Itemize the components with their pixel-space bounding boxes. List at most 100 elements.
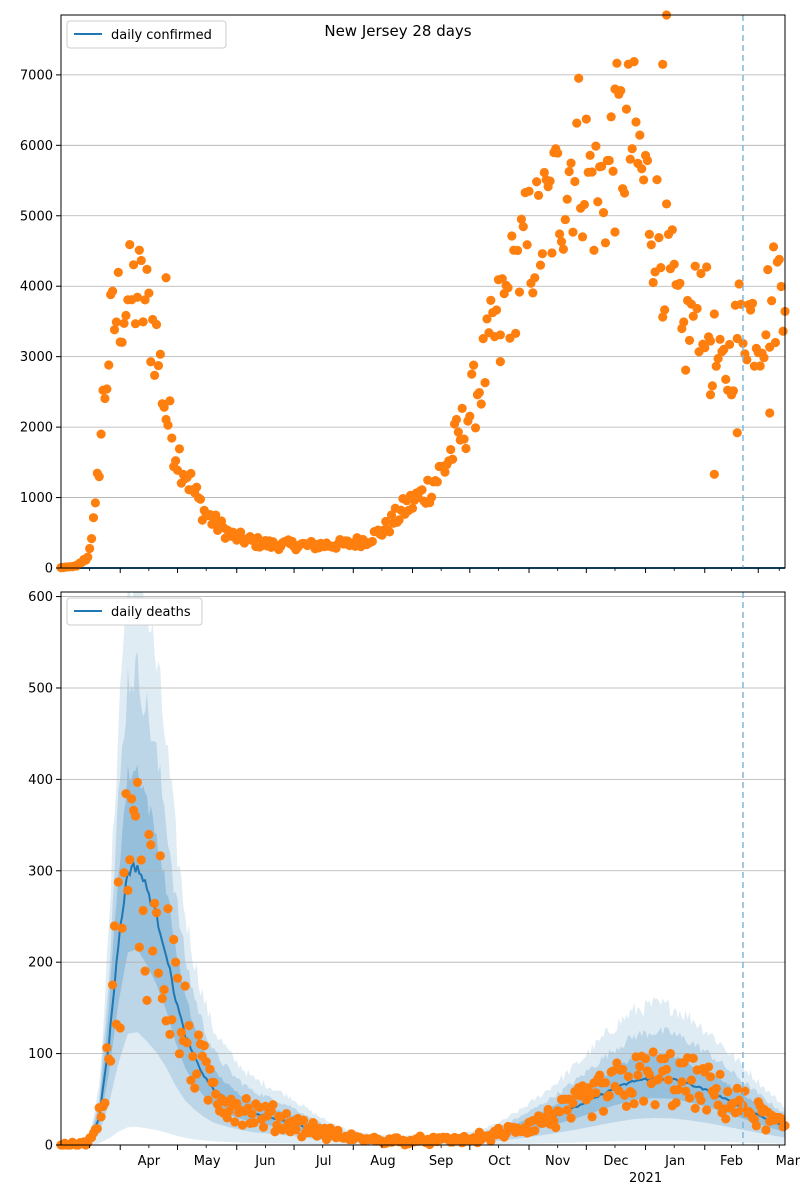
confirmed-point (417, 485, 427, 495)
year-label: 2021 (629, 1171, 662, 1186)
deaths-point (568, 1098, 578, 1108)
deaths-observed-points (56, 777, 790, 1150)
confirmed-x-axis (89, 568, 780, 573)
confirmed-y-tick-label: 2000 (20, 421, 53, 436)
confirmed-point (432, 477, 442, 487)
confirmed-point (554, 229, 565, 239)
confirmed-point (568, 227, 578, 237)
confirmed-point (453, 427, 463, 437)
deaths-point (661, 1064, 672, 1074)
confirmed-point (591, 141, 601, 151)
confirmed-point (440, 467, 450, 477)
confirmed-point (642, 155, 653, 166)
deaths-point (663, 1075, 674, 1085)
deaths-point (163, 904, 173, 914)
confirmed-point (759, 352, 769, 363)
confirmed-point (96, 429, 106, 439)
confirmed-point (768, 242, 779, 252)
deaths-point (125, 855, 135, 865)
confirmed-point (524, 186, 534, 196)
confirmed-point (593, 197, 603, 207)
confirmed-point (532, 177, 542, 187)
confirmed-point (85, 543, 95, 554)
confirmed-point (537, 249, 547, 259)
deaths-point (123, 885, 133, 895)
confirmed-point (652, 175, 662, 185)
confirmed-point (696, 268, 706, 279)
confirmed-point (600, 238, 611, 248)
deaths-point (566, 1113, 576, 1123)
confirmed-point (597, 161, 607, 171)
confirmed-point (681, 365, 691, 375)
confirmed-point (747, 298, 758, 308)
deaths-point (648, 1047, 658, 1057)
deaths-point (167, 1015, 177, 1025)
confirmed-point (88, 513, 99, 523)
deaths-point (144, 829, 154, 840)
deaths-point (721, 1114, 731, 1124)
confirmed-point (253, 532, 263, 543)
deaths-point (96, 1112, 106, 1122)
confirmed-point (140, 295, 150, 305)
confirmed-point (545, 176, 555, 186)
deaths-point (249, 1118, 259, 1128)
deaths-point (635, 1061, 645, 1072)
confirmed-point (579, 199, 590, 210)
confirmed-point (755, 361, 765, 371)
confirmed-point (446, 444, 456, 455)
confirmed-point (86, 534, 97, 544)
deaths-y-tick-label: 100 (28, 1047, 53, 1062)
confirmed-point (90, 498, 100, 508)
deaths-point (681, 1086, 691, 1096)
confirmed-gridlines (61, 74, 785, 569)
confirmed-point (581, 114, 591, 124)
deaths-point (199, 1041, 209, 1051)
deaths-point (640, 1054, 651, 1064)
deaths-point (109, 921, 120, 931)
deaths-y-tick-label: 600 (28, 590, 53, 605)
confirmed-point (104, 360, 114, 370)
confirmed-point (770, 337, 781, 348)
deaths-point (169, 934, 179, 945)
deaths-legend: daily deaths (66, 597, 203, 626)
deaths-y-tick-label: 0 (45, 1139, 53, 1154)
deaths-legend-box (66, 597, 203, 626)
confirmed-point (142, 264, 152, 275)
confirmed-point (461, 443, 471, 454)
deaths-point (696, 1095, 706, 1105)
confirmed-legend-box (66, 20, 227, 49)
deaths-point (92, 1124, 102, 1134)
deaths-x-tick-label: Nov (545, 1154, 571, 1169)
confirmed-point (732, 428, 742, 438)
deaths-point (751, 1121, 761, 1131)
confirmed-point (516, 214, 526, 224)
deaths-point (193, 1030, 204, 1040)
confirmed-point (507, 231, 517, 241)
confirmed-point (130, 319, 141, 329)
confirmed-point (604, 155, 614, 166)
deaths-point (690, 1103, 700, 1114)
deaths-point (650, 1100, 660, 1110)
confirmed-point (715, 334, 725, 344)
confirmed-y-tick-label: 7000 (20, 68, 53, 83)
confirmed-point (448, 454, 458, 464)
confirmed-point (512, 245, 523, 256)
deaths-chart-panel: 0 100 200 300 400 500 600 Apr May Jun Jul Aug Sep Oc… (28, 590, 800, 1186)
confirmed-legend: daily confirmed (66, 20, 227, 49)
confirmed-point (684, 335, 695, 345)
confirmed-point (451, 414, 462, 425)
deaths-point (130, 811, 141, 821)
deaths-point (157, 993, 167, 1004)
deaths-point (117, 923, 127, 933)
confirmed-point (384, 527, 395, 537)
deaths-point (702, 1105, 712, 1115)
deaths-point (703, 1062, 714, 1072)
confirmed-point (606, 112, 616, 122)
confirmed-point (522, 240, 532, 250)
deaths-point (241, 1093, 251, 1104)
confirmed-point (128, 260, 139, 270)
confirmed-point (598, 207, 609, 218)
confirmed-point (627, 144, 637, 154)
deaths-point (232, 1099, 242, 1109)
confirmed-point (725, 339, 735, 350)
